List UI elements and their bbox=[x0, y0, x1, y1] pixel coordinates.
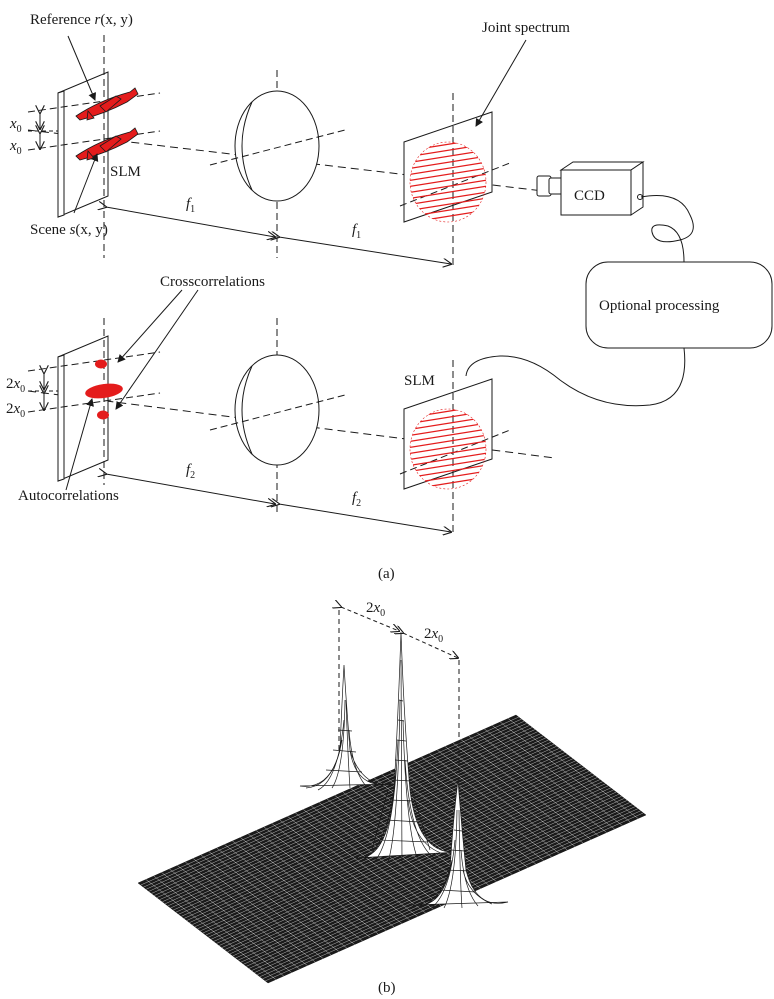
autocorrelation-peak bbox=[85, 383, 123, 399]
top-x0-label-2: x0 bbox=[9, 138, 22, 157]
processing-cable bbox=[465, 347, 686, 407]
bottom-focal-label-2: f2 bbox=[352, 490, 361, 509]
bottom-output-plane bbox=[27, 318, 161, 485]
top-leader-arrows bbox=[67, 35, 527, 214]
top-x0-label-1: x0 bbox=[9, 116, 22, 135]
ccd-camera bbox=[536, 161, 645, 216]
reference-airplane-icon bbox=[75, 87, 139, 121]
top-correlator-setup bbox=[27, 35, 773, 407]
cross-correlation-peak-left bbox=[299, 664, 393, 791]
top-offset-marks bbox=[28, 113, 58, 149]
ccd-cable bbox=[640, 195, 694, 263]
panel-b-caption: (b) bbox=[378, 980, 396, 996]
scene-label: Scene s(x, y) bbox=[30, 222, 108, 238]
optional-processing-box bbox=[585, 261, 773, 349]
optional-processing-label: Optional processing bbox=[599, 298, 720, 314]
top-lens bbox=[209, 70, 346, 258]
peak-spacing-label-2: 2x0 bbox=[424, 626, 443, 645]
bottom-lens bbox=[209, 318, 346, 515]
top-focal-label-1: f1 bbox=[186, 196, 195, 215]
bottom-focal-arrows bbox=[106, 474, 451, 532]
bottom-focal-label-1: f2 bbox=[186, 462, 195, 481]
top-focal-arrows bbox=[106, 207, 451, 264]
bottom-leader-arrows bbox=[65, 289, 199, 491]
bottom-offset-marks bbox=[28, 373, 58, 410]
top-focal-label-2: f1 bbox=[352, 222, 361, 241]
peak-spacing-label-1: 2x0 bbox=[366, 600, 385, 619]
crosscorrelation-peak-lower bbox=[97, 410, 109, 420]
autocorrelations-label: Autocorrelations bbox=[18, 488, 119, 504]
correlation-surface-plot: 2x0 2x0 bbox=[137, 600, 647, 984]
reference-label: Reference r(x, y) bbox=[30, 12, 133, 28]
bottom-slm-label: SLM bbox=[404, 373, 435, 389]
bottom-correlator-setup bbox=[27, 318, 556, 535]
top-fourier-plane bbox=[399, 93, 511, 268]
joint-spectrum-label: Joint spectrum bbox=[482, 20, 570, 36]
cross-correlation-peak-right bbox=[411, 779, 509, 910]
bottom-2x0-label-1: 2x0 bbox=[6, 376, 25, 395]
bottom-fourier-slm bbox=[399, 360, 511, 535]
ccd-label: CCD bbox=[574, 188, 605, 204]
crosscorrelation-peak-upper bbox=[95, 359, 107, 369]
panel-a-caption: (a) bbox=[378, 566, 395, 582]
peak-spacing-guides bbox=[339, 607, 459, 790]
correlation-peaks bbox=[85, 359, 123, 420]
bottom-2x0-label-2: 2x0 bbox=[6, 401, 25, 420]
top-slm-label: SLM bbox=[110, 164, 141, 180]
crosscorrelations-label: Crosscorrelations bbox=[160, 274, 265, 290]
